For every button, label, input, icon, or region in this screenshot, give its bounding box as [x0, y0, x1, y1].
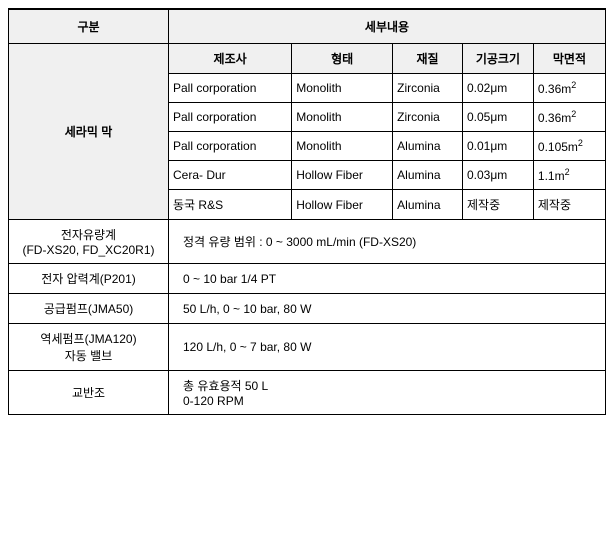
item-label: 전자 압력계(P201)	[9, 264, 169, 294]
item-label: 전자유량계 (FD-XS20, FD_XC20R1)	[9, 220, 169, 264]
item-label: 교반조	[9, 371, 169, 415]
cell-material: Zirconia	[393, 103, 463, 132]
item-label: 역세펌프(JMA120) 자동 밸브	[9, 324, 169, 371]
cell-mfr: Pall corporation	[169, 74, 292, 103]
item-label: 공급펌프(JMA50)	[9, 294, 169, 324]
cell-form: Monolith	[292, 132, 393, 161]
cell-form: Hollow Fiber	[292, 190, 393, 220]
cell-material: Zirconia	[393, 74, 463, 103]
cell-pore: 0.03μm	[462, 161, 533, 190]
cell-pore: 0.02μm	[462, 74, 533, 103]
cell-mfr: 동국 R&S	[169, 190, 292, 220]
cell-mfr: Pall corporation	[169, 103, 292, 132]
sub-header-form: 형태	[292, 44, 393, 74]
item-row: 역세펌프(JMA120) 자동 밸브 120 L/h, 0 ~ 7 bar, 8…	[9, 324, 606, 371]
sub-header-pore: 기공크기	[462, 44, 533, 74]
main-header-row: 구분 세부내용	[9, 9, 606, 44]
cell-area: 0.36m2	[533, 74, 605, 103]
cell-material: Alumina	[393, 132, 463, 161]
cell-pore: 0.05μm	[462, 103, 533, 132]
cell-area: 제작중	[533, 190, 605, 220]
sub-header-mfr: 제조사	[169, 44, 292, 74]
ceramic-sub-header: 세라믹 막 제조사 형태 재질 기공크기 막면적	[9, 44, 606, 74]
item-detail: 정격 유량 범위 : 0 ~ 3000 mL/min (FD-XS20)	[169, 220, 606, 264]
cell-pore: 0.01μm	[462, 132, 533, 161]
cell-area: 0.36m2	[533, 103, 605, 132]
item-row: 교반조 총 유효용적 50 L 0-120 RPM	[9, 371, 606, 415]
cell-material: Alumina	[393, 190, 463, 220]
sub-header-material: 재질	[393, 44, 463, 74]
cell-form: Hollow Fiber	[292, 161, 393, 190]
cell-mfr: Cera- Dur	[169, 161, 292, 190]
cell-form: Monolith	[292, 74, 393, 103]
item-row: 전자 압력계(P201) 0 ~ 10 bar 1/4 PT	[9, 264, 606, 294]
header-category: 구분	[9, 9, 169, 44]
cell-form: Monolith	[292, 103, 393, 132]
cell-mfr: Pall corporation	[169, 132, 292, 161]
item-detail: 0 ~ 10 bar 1/4 PT	[169, 264, 606, 294]
item-detail: 총 유효용적 50 L 0-120 RPM	[169, 371, 606, 415]
item-row: 공급펌프(JMA50) 50 L/h, 0 ~ 10 bar, 80 W	[9, 294, 606, 324]
spec-table: 구분 세부내용 세라믹 막 제조사 형태 재질 기공크기 막면적 Pall co…	[8, 8, 606, 415]
cell-material: Alumina	[393, 161, 463, 190]
item-row: 전자유량계 (FD-XS20, FD_XC20R1) 정격 유량 범위 : 0 …	[9, 220, 606, 264]
cell-area: 0.105m2	[533, 132, 605, 161]
ceramic-label: 세라믹 막	[9, 44, 169, 220]
cell-area: 1.1m2	[533, 161, 605, 190]
cell-pore: 제작중	[462, 190, 533, 220]
item-detail: 120 L/h, 0 ~ 7 bar, 80 W	[169, 324, 606, 371]
sub-header-area: 막면적	[533, 44, 605, 74]
header-details: 세부내용	[169, 9, 606, 44]
item-detail: 50 L/h, 0 ~ 10 bar, 80 W	[169, 294, 606, 324]
